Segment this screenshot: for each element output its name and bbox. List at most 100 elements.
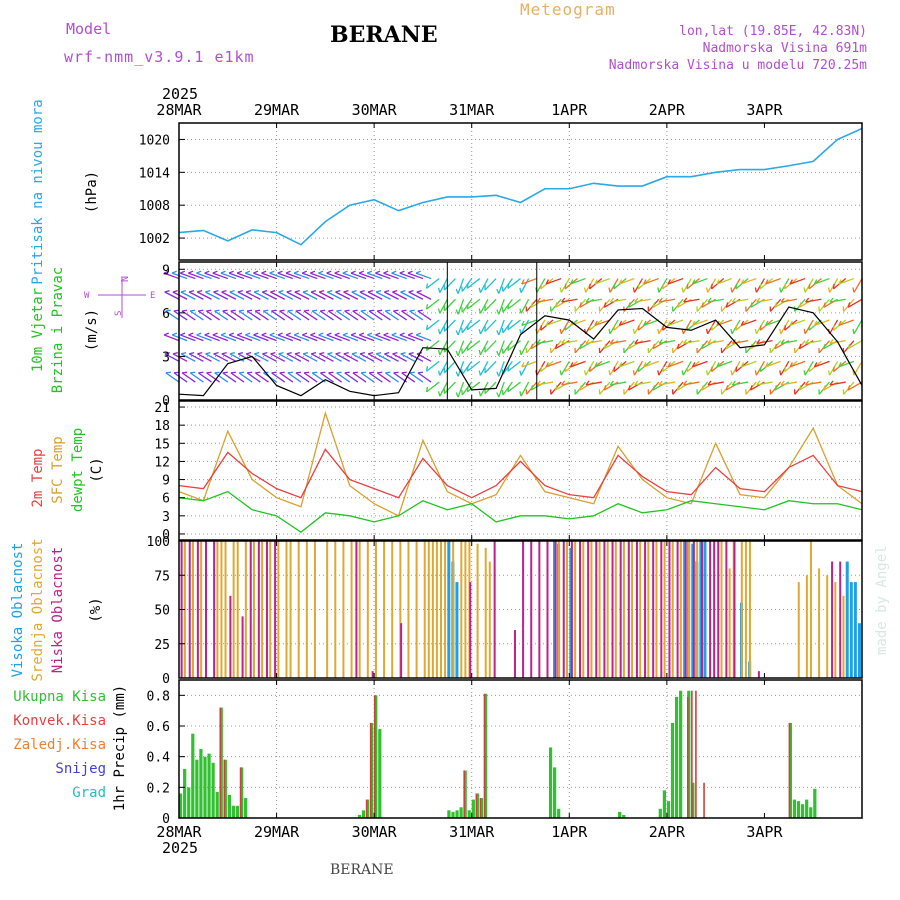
precip-bar-total [447, 810, 451, 818]
wind-barb-head [754, 328, 758, 334]
precip-bar-total [618, 811, 622, 818]
ytick-label-temp: 3 [162, 510, 170, 525]
cloud-bar-low [611, 541, 614, 678]
pressure-label: Pritisak na nivou mora [30, 99, 46, 284]
wind-barb-head [407, 332, 413, 336]
wind-barb [230, 310, 245, 321]
cloud-bar-low [530, 541, 533, 678]
wind-barb-head [335, 351, 341, 355]
wind-barb [327, 353, 342, 362]
wind-barb [399, 334, 416, 342]
wind-barb [594, 319, 611, 327]
precip-bar-total [366, 799, 370, 818]
wind-barb [502, 319, 513, 334]
wind-barb-head [634, 380, 639, 386]
wind-barb [221, 291, 237, 300]
cloud-bar-mid [728, 568, 731, 678]
ytick-label-temp: 6 [162, 492, 170, 507]
cloud-bar-mid [285, 541, 288, 678]
wind-barb-head [676, 302, 680, 308]
precip-bar-total [674, 696, 679, 818]
wind-barb-head [507, 324, 510, 330]
panel-frame-wind [178, 261, 863, 401]
wind-barb-head [583, 287, 587, 293]
wind-barb [415, 272, 432, 280]
wind-barb [570, 319, 586, 327]
wind-barb-head [271, 371, 277, 374]
precip-bar-total [179, 793, 183, 818]
wind-barb-head [417, 371, 423, 374]
wind-barb-head [478, 370, 482, 376]
wind-barb-head [205, 290, 211, 293]
wind-barb-head [455, 330, 459, 336]
precip-bar-convective [788, 722, 791, 818]
wind-barb-head [375, 332, 381, 336]
wind-barb [667, 277, 684, 285]
wind-barb-head [749, 302, 753, 308]
wind-barb-head [564, 366, 567, 372]
wind-barb [426, 381, 440, 393]
wind-barb [457, 361, 465, 377]
wind-barb-head [188, 290, 195, 293]
wind-barb-head [780, 380, 785, 386]
day-label-top: 30MAR [352, 101, 398, 119]
wind-barb-head [657, 328, 660, 334]
wind-barb [692, 319, 708, 327]
wind-barb-head [756, 339, 761, 344]
precip-bar-convective [369, 722, 372, 818]
wind-barb-head [676, 343, 680, 349]
wind-barb-head [658, 339, 663, 344]
wind-barb-head [415, 270, 421, 274]
wind-barb [271, 372, 286, 383]
wind-barb [319, 353, 334, 362]
precip-bar-convective [703, 782, 705, 818]
wind-barb [228, 272, 245, 280]
wind-barb-head [643, 362, 647, 368]
wind-barb-head [408, 290, 414, 293]
wind-barb [484, 340, 497, 353]
wind-barb [520, 361, 530, 376]
cloud-bar-mid [720, 541, 723, 678]
wind-barb [838, 360, 855, 368]
wind-barb [319, 310, 334, 321]
cloud-bar-mid [423, 541, 426, 678]
wind-barb [732, 381, 749, 386]
wind-barb-head [501, 307, 504, 313]
ytick-label-pressure: 1014 [139, 166, 170, 181]
wind-barb [847, 381, 863, 391]
wind-barb [391, 334, 407, 342]
wind-barb-head [303, 309, 310, 312]
wind-barb [376, 372, 391, 383]
wind-barb [253, 334, 269, 342]
wind-barb [439, 278, 448, 293]
wind-barb [537, 381, 554, 386]
wind-barb-head [569, 279, 574, 285]
compass-s: S [114, 311, 124, 316]
cloud-bar-mid [797, 582, 800, 678]
wind-barb [498, 361, 505, 377]
wind-barb [262, 353, 277, 362]
wind-barb-head [204, 332, 210, 336]
cloud-bar-mid [744, 541, 747, 678]
wind-barb [326, 272, 342, 280]
cloud-bar-low [274, 541, 277, 678]
product-title: Meteogram [520, 0, 616, 19]
wind-barb [847, 298, 863, 308]
temp-label-dewpt: dewpt Temp [70, 428, 86, 512]
cloud-bar-low [717, 541, 720, 678]
wind-label-1: 10m Vjetar [30, 288, 46, 372]
wind-barb [461, 278, 473, 292]
wind-barb-head [188, 270, 194, 274]
wind-barb-head [780, 339, 785, 344]
wind-barb-head [683, 297, 688, 303]
cloud-bar-low [213, 541, 216, 678]
wind-barb-head [466, 324, 469, 330]
day-label-top: 28MAR [156, 101, 202, 119]
wind-barb [461, 360, 473, 375]
precip-bar-total [451, 811, 455, 818]
wind-barb-head [740, 320, 745, 326]
cloud-bar-mid [236, 541, 239, 678]
wind-barb-head [391, 332, 397, 336]
precip-bar-total [557, 808, 561, 818]
wind-barb-head [455, 371, 459, 377]
